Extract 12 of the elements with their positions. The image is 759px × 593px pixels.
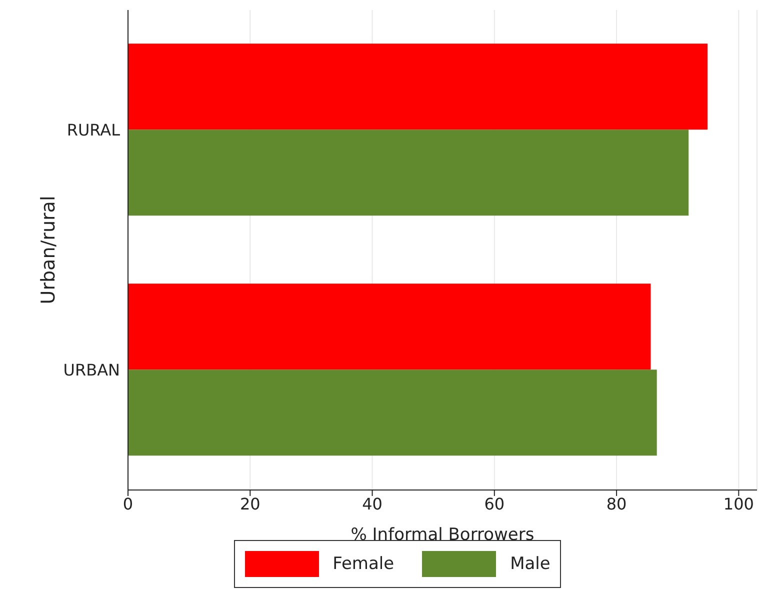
x-tick-label: 0 — [122, 494, 134, 514]
y-tick-label: RURAL — [66, 120, 120, 140]
x-tick-label: 20 — [240, 494, 260, 514]
x-tick-label: 60 — [484, 494, 505, 514]
x-tick-label: 80 — [606, 494, 627, 514]
x-tick-label: 40 — [362, 494, 382, 514]
y-tick-label: URBAN — [63, 360, 120, 380]
legend-label: Male — [510, 554, 550, 574]
x-axis-title: % Informal Borrowers — [350, 525, 534, 545]
y-axis-title: Urban/rural — [38, 196, 60, 304]
x-tick-label: 100 — [723, 494, 754, 514]
legend-label: Female — [332, 554, 394, 574]
